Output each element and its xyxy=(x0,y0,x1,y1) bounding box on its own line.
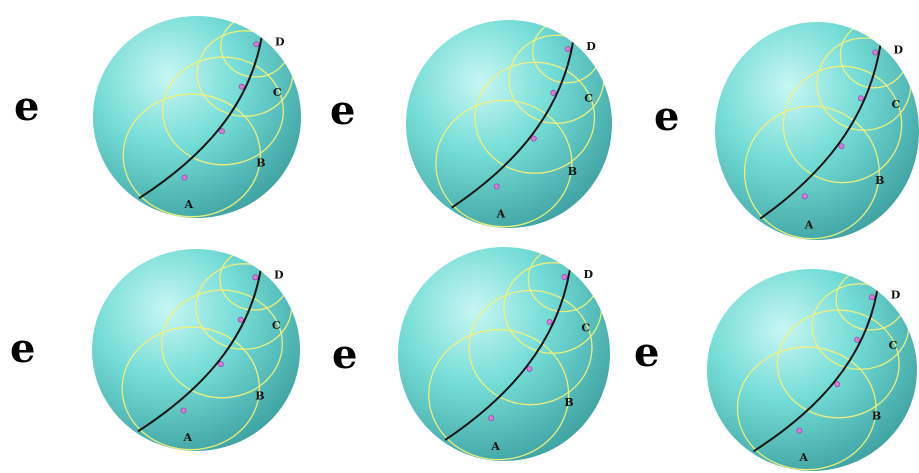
point-b xyxy=(526,366,533,372)
point-c xyxy=(857,95,864,102)
point-label-d: D xyxy=(275,35,285,48)
panel-letter: e xyxy=(332,331,357,378)
point-label-b: B xyxy=(564,396,573,409)
sphere-panel-3: e A B C D xyxy=(654,22,919,240)
circle-1 xyxy=(736,346,877,471)
circle-1 xyxy=(428,329,570,461)
point-label-d: D xyxy=(274,268,284,281)
point-a xyxy=(801,193,808,200)
point-label-d: D xyxy=(584,268,594,281)
geodesic-curve xyxy=(137,270,262,432)
geodesic-curve xyxy=(753,290,879,452)
sphere-panel-2: e A B C D xyxy=(330,20,612,228)
point-label-d: D xyxy=(586,40,596,53)
point-label-c: C xyxy=(272,319,281,332)
panel-letter: e xyxy=(10,325,35,372)
point-b xyxy=(530,135,537,142)
point-label-a: A xyxy=(496,207,506,220)
sphere-panel-1: e A B C D xyxy=(14,16,301,218)
circle-1 xyxy=(743,105,880,240)
point-b xyxy=(834,381,841,388)
point-d xyxy=(872,49,879,56)
point-c xyxy=(237,316,244,323)
sphere xyxy=(93,16,301,218)
point-d xyxy=(561,274,568,280)
point-b xyxy=(838,143,845,150)
point-a xyxy=(796,427,803,434)
point-label-d: D xyxy=(891,288,901,301)
point-c xyxy=(546,318,553,325)
circle-1 xyxy=(435,99,573,228)
point-d xyxy=(564,46,571,53)
geodesic-curve xyxy=(451,41,574,209)
point-label-a: A xyxy=(183,431,193,444)
sphere xyxy=(406,20,612,228)
panel-letter: e xyxy=(654,93,679,140)
panels-layer: e A B C De A B C De A B C De A B C De A B C De A B C D xyxy=(10,16,919,471)
point-d xyxy=(868,294,875,301)
circle-1 xyxy=(121,326,261,451)
point-b xyxy=(218,361,224,368)
panel-letter: e xyxy=(14,83,39,130)
geodesic-curve xyxy=(444,269,571,441)
point-c xyxy=(854,336,861,343)
point-c xyxy=(550,89,557,96)
point-label-c: C xyxy=(584,92,593,105)
panel-letter: e xyxy=(634,329,659,376)
point-label-c: C xyxy=(889,339,898,352)
sphere xyxy=(715,22,919,240)
point-label-b: B xyxy=(875,174,884,187)
point-a xyxy=(493,183,500,190)
point-b xyxy=(219,128,225,135)
point-label-b: B xyxy=(256,156,265,169)
point-label-b: B xyxy=(568,165,577,178)
point-label-a: A xyxy=(798,451,808,464)
point-c xyxy=(238,83,245,90)
point-label-c: C xyxy=(581,321,590,334)
point-a xyxy=(181,174,188,181)
sphere-panel-4: e A B C D xyxy=(10,249,300,451)
point-label-d: D xyxy=(894,43,904,56)
sphere xyxy=(398,247,610,461)
point-label-b: B xyxy=(255,389,264,402)
point-d xyxy=(252,274,259,281)
geodesic-curve xyxy=(759,44,882,220)
sphere xyxy=(92,249,300,451)
point-label-a: A xyxy=(490,440,500,453)
sphere-panel-5: e A B C D xyxy=(332,247,610,461)
point-label-b: B xyxy=(872,409,881,422)
point-label-c: C xyxy=(273,86,282,99)
point-a xyxy=(180,407,187,414)
point-label-c: C xyxy=(891,98,900,111)
sphere-panel-6: e A B C D xyxy=(634,269,917,471)
panel-letter: e xyxy=(330,87,355,134)
point-d xyxy=(253,41,260,48)
circle-1 xyxy=(122,93,262,218)
geodesic-curve xyxy=(138,37,263,199)
point-a xyxy=(488,415,495,422)
point-label-a: A xyxy=(184,198,194,211)
point-label-a: A xyxy=(804,219,814,232)
sphere xyxy=(707,269,917,471)
